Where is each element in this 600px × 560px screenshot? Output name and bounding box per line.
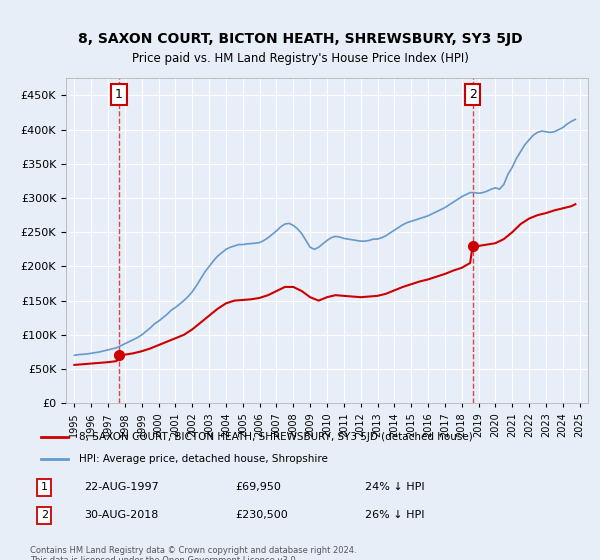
Text: 30-AUG-2018: 30-AUG-2018 bbox=[84, 510, 158, 520]
Text: 8, SAXON COURT, BICTON HEATH, SHREWSBURY, SY3 5JD (detached house): 8, SAXON COURT, BICTON HEATH, SHREWSBURY… bbox=[79, 432, 472, 442]
Text: 2: 2 bbox=[469, 88, 476, 101]
Text: Price paid vs. HM Land Registry's House Price Index (HPI): Price paid vs. HM Land Registry's House … bbox=[131, 52, 469, 66]
Text: 2: 2 bbox=[41, 510, 48, 520]
Text: Contains HM Land Registry data © Crown copyright and database right 2024.
This d: Contains HM Land Registry data © Crown c… bbox=[30, 546, 356, 560]
Text: £69,950: £69,950 bbox=[235, 482, 281, 492]
Text: 24% ↓ HPI: 24% ↓ HPI bbox=[365, 482, 424, 492]
Text: 8, SAXON COURT, BICTON HEATH, SHREWSBURY, SY3 5JD: 8, SAXON COURT, BICTON HEATH, SHREWSBURY… bbox=[77, 32, 523, 46]
Text: 1: 1 bbox=[115, 88, 123, 101]
Text: 26% ↓ HPI: 26% ↓ HPI bbox=[365, 510, 424, 520]
Text: 1: 1 bbox=[41, 482, 48, 492]
Text: HPI: Average price, detached house, Shropshire: HPI: Average price, detached house, Shro… bbox=[79, 454, 328, 464]
Text: 22-AUG-1997: 22-AUG-1997 bbox=[84, 482, 159, 492]
Text: £230,500: £230,500 bbox=[235, 510, 288, 520]
